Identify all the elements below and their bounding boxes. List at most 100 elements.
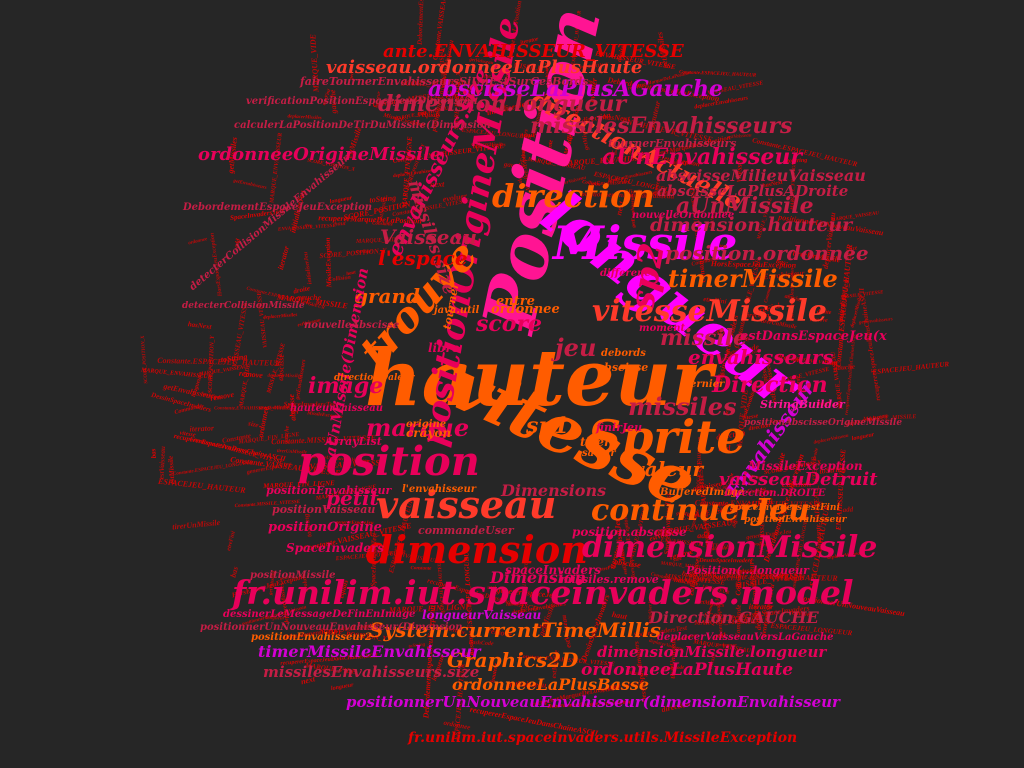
filler-word: toString <box>408 642 426 649</box>
filler-word: getMissiles <box>226 137 239 175</box>
filler-word: droite <box>813 447 821 460</box>
filler-word: abscisse <box>628 670 649 679</box>
filler-word: droite <box>293 284 311 295</box>
filler-word: getVaisseau <box>468 57 494 66</box>
filler-word: longueur <box>331 682 355 692</box>
filler-word: evoluer <box>442 191 468 204</box>
filler-word: vitesse <box>179 430 196 438</box>
filler-word: Commande <box>764 279 775 304</box>
filler-word: add <box>697 531 710 540</box>
filler-word: hasNext <box>187 320 213 331</box>
filler-word: Constante.MISSILE_VITESSE <box>235 500 301 509</box>
word-detecterCollisionMissile: detecterCollisionMissile <box>182 301 305 311</box>
filler-word: Collision <box>747 487 773 495</box>
word-l-espace: l'espace <box>378 246 468 270</box>
filler-word: toString <box>369 193 396 204</box>
filler-word: vitesse <box>535 622 552 631</box>
filler-word: hauteur <box>653 175 663 196</box>
word-debords: debords <box>601 348 646 359</box>
filler-word: haut <box>824 358 839 367</box>
word-abscisse: abscisse <box>597 361 648 374</box>
word-dimension-longueur: dimension.longueur <box>378 91 627 117</box>
filler-word: remove <box>487 626 513 639</box>
filler-word: getEnvahisseurs <box>858 317 893 326</box>
filler-word: direction <box>716 428 747 441</box>
word-valeur: valeur <box>633 457 704 481</box>
word-abscisseLaPlusADroite: abscisseLaPlusADroite <box>657 182 848 200</box>
filler-word: abscisse <box>276 353 286 380</box>
filler-word: ordonnee <box>717 643 737 648</box>
word-envahisseurs: envahisseurs <box>688 345 834 369</box>
filler-word: remove <box>210 390 236 403</box>
filler-word: SCORE_POSITION_X <box>141 335 149 384</box>
filler-word: remove <box>238 369 263 380</box>
filler-word: MARQUE_VIDE <box>355 237 400 245</box>
word-Graphics2D: Graphics2D <box>447 648 579 672</box>
filler-word: tirerUnMissile <box>277 449 308 456</box>
filler-word: hasNext <box>674 576 700 587</box>
filler-word: getMissiles <box>580 122 590 152</box>
filler-word: haut <box>346 270 357 277</box>
filler-word: etreFini <box>703 295 727 306</box>
filler-word: remove <box>810 317 829 324</box>
word-spaceinvaders-model: fr.unilim.iut.spaceinvaders.model <box>230 573 854 612</box>
filler-word: SpaceInvadersTest <box>284 400 339 408</box>
word-nouvelleOrdonnee: nouvelleOrdonnee <box>632 210 734 221</box>
filler-word: add <box>718 443 732 453</box>
filler-word: equals <box>422 111 441 119</box>
filler-word: Constante.ENVAHISSEUR_VITESSE <box>700 475 711 556</box>
filler-word: equals <box>462 652 475 657</box>
word-difference: difference <box>600 268 657 279</box>
filler-word: SpaceInvadersTest <box>662 492 673 554</box>
filler-word: hasNext <box>709 210 717 228</box>
word-finirJeu: finirJeu <box>595 421 642 434</box>
word-moment: moment <box>639 323 685 334</box>
filler-word: evoluer <box>302 572 310 592</box>
filler-word: HorsEspaceJeuException <box>790 268 795 323</box>
filler-word: MissileException <box>306 411 343 420</box>
filler-word: estEnvahisseur <box>544 62 553 94</box>
word-missiles-remove: missiles.remove <box>560 573 659 586</box>
filler-word: genererEspaceJeu <box>334 521 373 526</box>
filler-word: hashCode <box>506 601 528 608</box>
filler-word: SCORE_POSITION_Y <box>561 63 610 74</box>
word-abscisseLaPlusAGauche: abscisseLaPlusAGauche <box>428 76 723 102</box>
word-Direction-DROITE: Direction.DROITE <box>723 488 826 499</box>
word-missilesEnvahisseurs: missilesEnvahisseurs <box>530 113 792 139</box>
filler-word: gauche <box>279 574 296 582</box>
filler-word: size <box>481 74 492 80</box>
filler-word: direction <box>748 423 771 433</box>
word-utils-MissileException: fr.unilim.iut.spaceinvaders.utils.Missil… <box>407 730 797 746</box>
word-positionEnvahisseur-b: positionEnvahisseur <box>744 515 848 525</box>
word-vaisseau: vaisseau <box>376 482 556 527</box>
filler-word: toString <box>819 464 846 475</box>
word-savoir: savoir <box>582 448 616 459</box>
word-Position-longueur: Position(...longueur <box>685 564 810 577</box>
filler-word: Collision <box>781 479 812 489</box>
word-positionnerUnNouveauEnvahisseur-Dimension: positionnerUnNouveauEnvahisseur(Dimensio… <box>200 622 463 633</box>
word-tirer: tirer <box>580 435 612 449</box>
filler-word: Constante <box>771 418 793 425</box>
filler-word: Constante <box>796 375 803 401</box>
word-Dimensions: Dimensions <box>500 481 606 500</box>
word-positionVaisseau: positionVaisseau <box>272 503 375 516</box>
filler-word: abscisse <box>743 349 761 358</box>
filler-word: Collision <box>328 275 352 284</box>
filler-word: size <box>672 556 683 564</box>
filler-word: etreFini <box>226 530 237 551</box>
word-longueurVaisseau: longueurVaisseau <box>422 608 542 622</box>
filler-word: estVaisseau <box>728 133 752 140</box>
filler-word: Commande <box>705 600 716 625</box>
filler-word: get <box>349 72 355 80</box>
filler-word: iterator <box>520 36 540 46</box>
word-nouvelleAbscisse: nouvelleAbscisse <box>304 320 399 331</box>
filler-word: MissileException <box>520 147 532 192</box>
filler-word: getVaisseau <box>269 571 277 597</box>
filler-word: add <box>606 149 618 158</box>
filler-word: gauche <box>328 89 339 115</box>
filler-word: MARQUE_MISSILE <box>862 414 917 423</box>
word-positionEnvahisseur2: positionEnvahisseur2 <box>251 632 372 643</box>
filler-word: haut <box>797 386 810 394</box>
filler-word: positionnerUnNouveauVaisseau <box>580 190 674 200</box>
